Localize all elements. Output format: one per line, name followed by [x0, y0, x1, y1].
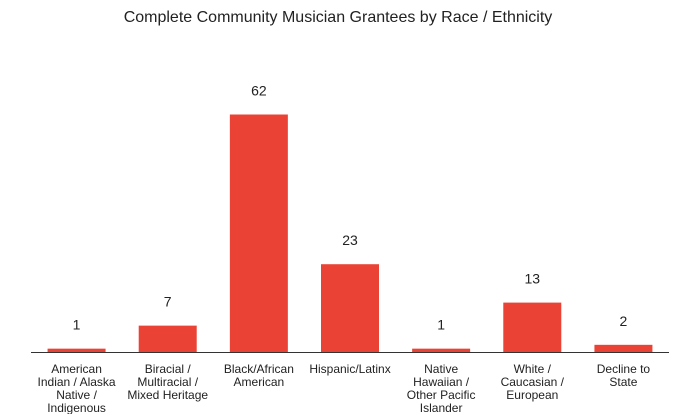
x-tick-label: Black/African American — [224, 362, 294, 389]
data-label: 1 — [437, 317, 445, 333]
bar — [594, 344, 653, 353]
category-labels-layer: American Indian / Alaska Native / Indigenou… — [38, 362, 651, 414]
bar — [412, 348, 471, 353]
x-tick-label: Decline to State — [597, 362, 651, 389]
x-tick-label: American Indian / Alaska Native / Indigenou… — [38, 362, 116, 414]
x-tick-label: Hispanic/Latinx — [309, 362, 390, 376]
data-label: 23 — [342, 232, 358, 248]
x-tick-label: Biracial / Multiracial / Mixed Heritage — [127, 362, 208, 402]
x-tick-label: White / Caucasian / European — [501, 362, 565, 402]
bar — [229, 114, 288, 353]
bar — [503, 302, 562, 353]
data-label: 7 — [164, 294, 172, 310]
data-label: 62 — [251, 83, 267, 99]
bars-layer — [47, 114, 653, 353]
bar — [138, 325, 197, 353]
bar — [321, 264, 379, 353]
bar — [47, 348, 106, 353]
value-labels-layer: 1 7 62 23 1 13 2 — [73, 83, 628, 333]
data-label: 13 — [525, 271, 541, 287]
chart-title: Complete Community Musician Grantees by … — [123, 9, 553, 26]
x-tick-label: Native Hawaiian / Other Pacific Islander — [407, 362, 476, 414]
data-label: 2 — [620, 313, 628, 329]
data-label: 1 — [73, 317, 81, 333]
